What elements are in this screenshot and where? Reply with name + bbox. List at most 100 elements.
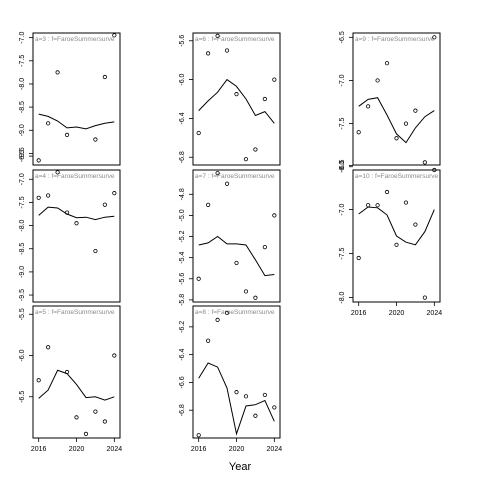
data-point [46, 345, 51, 350]
data-point [422, 295, 427, 300]
data-point [83, 431, 89, 436]
panel-label: a=3 : f=FaroeSummersurve [35, 36, 115, 43]
data-point [403, 200, 409, 205]
data-point [272, 213, 277, 218]
data-point [93, 409, 98, 414]
panel-label: a=6 : f=FaroeSummersurve [195, 36, 275, 43]
data-point [253, 413, 258, 418]
y-tick-label: -6.4 [179, 112, 186, 124]
panel-4: a=6 : f=FaroeSummersurve -6.8 -6.4 -6.0 -5.6 [179, 32, 281, 166]
data-point [196, 433, 201, 438]
data-point [46, 193, 51, 198]
data-point [224, 310, 230, 316]
panel-3: a=5 : f=FaroeSummersurve -6.5 -6.0 -5.5 2016… [19, 305, 122, 453]
panel-label: a=4 : f=FaroeSummersurve [35, 173, 115, 180]
data-point [55, 70, 60, 75]
data-point [102, 419, 107, 424]
panel-frame [192, 169, 281, 303]
x-tick-label: 2024 [427, 310, 443, 317]
data-point [224, 181, 230, 186]
panels: a=3 : f=FaroeSummersurve -9.5 -9.0 -8.5 -8.0… [19, 31, 442, 453]
data-point [36, 378, 41, 383]
data-point [366, 104, 371, 109]
x-tick-label: 2020 [389, 310, 405, 317]
data-point [112, 191, 117, 196]
data-point [262, 96, 267, 102]
y-tick-label: -6.2 [179, 321, 186, 333]
data-point [55, 170, 60, 175]
y-tick-label: -5.6 [179, 273, 186, 285]
data-point [215, 317, 220, 322]
y-tick-label: -7.0 [339, 74, 346, 86]
panel-5: a=7 : f=FaroeSummersurve -5.8 -5.6 -5.4 -5.2… [179, 169, 281, 306]
panel-label: a=10 : f=FaroeSummersurve [355, 173, 438, 180]
data-point [46, 121, 51, 126]
data-point [253, 295, 258, 300]
data-point [253, 147, 258, 152]
y-tick-label: -6.0 [179, 73, 186, 85]
panel-frame [32, 169, 121, 303]
data-point [262, 392, 267, 398]
data-point [272, 405, 277, 410]
data-point [366, 203, 371, 208]
y-tick-label: -6.6 [179, 376, 186, 388]
panel-label: a=5 : f=FaroeSummersurve [35, 309, 115, 316]
y-tick-label: -8.5 [19, 101, 26, 113]
y-tick-label: -9.0 [19, 266, 26, 278]
data-point [196, 130, 201, 136]
data-point [206, 202, 211, 207]
data-point [102, 202, 107, 207]
panel-frame [32, 305, 121, 439]
data-point [394, 242, 399, 247]
y-tick-label: -5.6 [179, 35, 186, 47]
data-point [74, 415, 79, 420]
data-point [432, 35, 437, 40]
y-tick-label: -7.5 [339, 117, 346, 129]
data-point [262, 244, 267, 250]
y-tick-label: -8.0 [339, 161, 346, 173]
fit-line [38, 113, 115, 130]
fit-line [358, 206, 435, 246]
y-tick-label: -6.8 [179, 151, 186, 163]
x-axis-title: Year [229, 461, 252, 473]
panel-label: a=7 : f=FaroeSummersurve [195, 173, 275, 180]
y-tick-label: -6.4 [179, 348, 186, 360]
data-point [64, 369, 70, 375]
data-point [422, 160, 427, 165]
data-point [375, 203, 380, 208]
panel-7: a=9 : f=FaroeSummersurve -8.0 -7.5 -7.0 -6.5 [339, 31, 441, 173]
data-point [375, 78, 380, 83]
panel-1: a=3 : f=FaroeSummersurve -9.5 -9.0 -8.5 -8.0… [19, 31, 121, 166]
data-point [36, 195, 41, 200]
data-point [403, 121, 409, 126]
data-point [243, 394, 249, 399]
y-tick-label: -7.0 [339, 203, 346, 215]
data-point [356, 255, 361, 261]
data-point [413, 222, 418, 227]
fit-line [38, 369, 115, 401]
y-tick-label: -7.0 [19, 173, 26, 185]
y-tick-label: -6.5 [339, 31, 346, 43]
x-tick-label: 2016 [351, 310, 367, 317]
y-tick-label: -7.5 [339, 247, 346, 259]
y-tick-label: -6.8 [179, 404, 186, 416]
data-point [243, 289, 249, 294]
y-tick-label: -7.5 [19, 55, 26, 67]
data-point [272, 77, 277, 82]
fit-line [358, 97, 435, 144]
data-point [112, 353, 117, 358]
data-point [394, 136, 399, 141]
y-tick-label: -6.5 [19, 391, 26, 403]
panel-frame [192, 305, 281, 439]
panel-label: a=9 : f=FaroeSummersurve [355, 36, 435, 43]
x-tick-label: 2016 [31, 446, 47, 453]
y-tick-label: -8.0 [19, 78, 26, 90]
data-point [356, 130, 361, 135]
data-point [74, 221, 79, 226]
y-tick-label: -5.4 [179, 252, 186, 264]
data-point [215, 33, 220, 39]
y-tick-label: -9.5 [19, 289, 26, 301]
fit-line [38, 206, 115, 221]
data-point [243, 157, 249, 162]
x-tick-label: 2024 [267, 446, 283, 453]
